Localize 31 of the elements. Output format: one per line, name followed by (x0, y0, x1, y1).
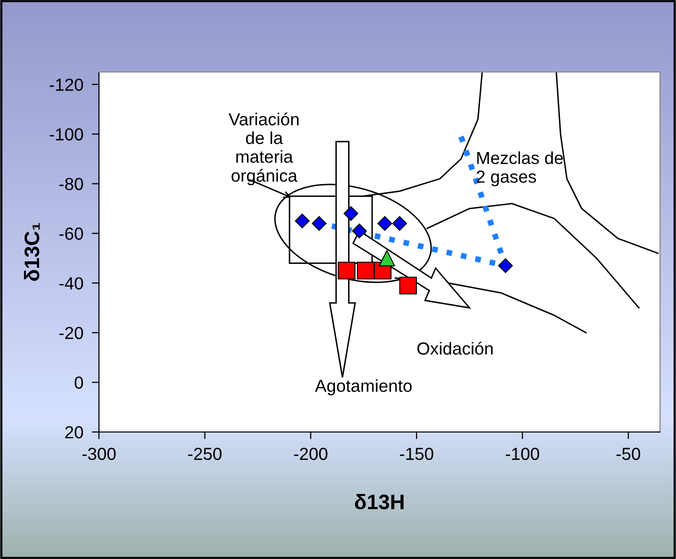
point (356, 262, 375, 280)
x-tick-label: -50 (616, 448, 640, 460)
y-tick-label: 0 (74, 376, 84, 389)
x-tick-label: -100 (506, 448, 540, 460)
x-tick-label: -250 (188, 448, 222, 460)
point (312, 216, 327, 231)
point (377, 216, 392, 231)
annotation: Agotamiento (314, 379, 412, 396)
point (378, 250, 396, 266)
y-tick-label: 20 (65, 426, 84, 438)
point (352, 224, 367, 238)
x-tick-label: -200 (294, 448, 328, 460)
y-tick-label: -40 (59, 277, 84, 290)
y-tick-label: -80 (59, 178, 84, 190)
point (392, 216, 407, 231)
y-axis-title: δ13C₁ (24, 222, 40, 281)
point (344, 206, 358, 221)
annotation: Oxidación (417, 342, 493, 355)
x-tick-label: -150 (400, 448, 434, 460)
annotation: Variación de la materia orgánica (228, 112, 299, 186)
y-tick-label: -100 (50, 128, 84, 141)
point (338, 262, 356, 280)
x-axis-title: δ13H (354, 494, 404, 510)
y-tick-label: -120 (50, 78, 84, 91)
point (399, 276, 417, 294)
y-tick-label: -60 (59, 228, 84, 240)
point (498, 258, 513, 274)
y-tick-label: -20 (59, 326, 84, 340)
point (294, 214, 310, 228)
annotation: Mezclas de 2 gases (476, 151, 563, 186)
x-tick-label: -300 (82, 448, 116, 460)
